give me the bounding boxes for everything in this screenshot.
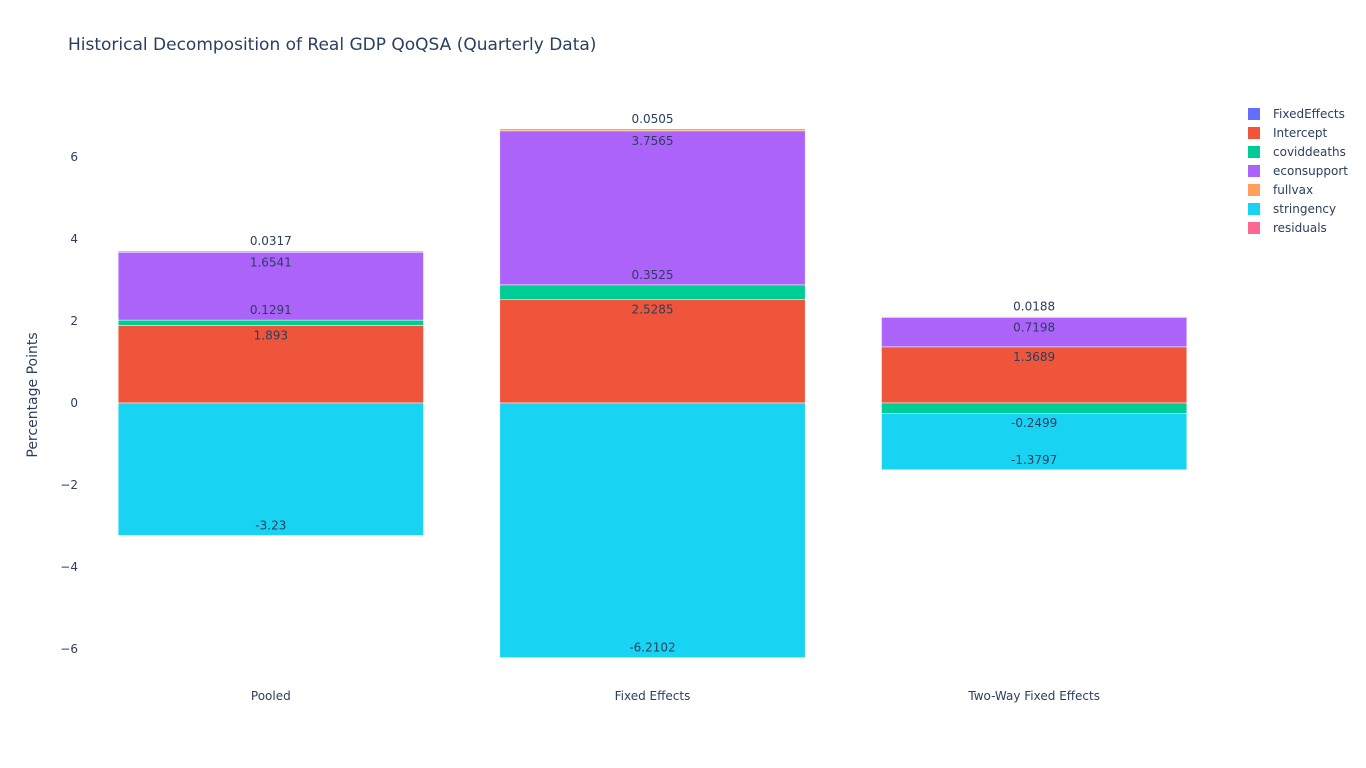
data-label-fullvax: 0.0505	[632, 112, 674, 126]
legend-label-residuals[interactable]: residuals	[1273, 221, 1327, 235]
bar-econsupport[interactable]	[881, 317, 1188, 348]
legend-label-fixedeffects[interactable]: FixedEffects	[1273, 107, 1345, 121]
bar-fullvax[interactable]	[499, 128, 806, 132]
y-tick-label: −6	[60, 642, 78, 656]
data-label-coviddeaths: -0.2499	[1011, 416, 1057, 430]
data-label-coviddeaths: 0.1291	[250, 303, 292, 317]
data-label-fullvax: 0.0317	[250, 234, 292, 248]
data-label-stringency: -6.2102	[629, 641, 675, 655]
legend-swatch-intercept[interactable]	[1248, 127, 1260, 139]
bar-coviddeaths[interactable]	[117, 319, 424, 326]
legend-swatch-coviddeaths[interactable]	[1248, 146, 1260, 158]
bar-stringency[interactable]	[499, 402, 806, 658]
bar-coviddeaths[interactable]	[499, 284, 806, 300]
y-axis-ticks: −6 −4 −2 0 2 4 6	[60, 150, 78, 656]
data-label-coviddeaths: 0.3525	[632, 268, 674, 282]
x-axis-ticks: Pooled Fixed Effects Two-Way Fixed Effects	[251, 689, 1100, 703]
data-label-intercept: 1.893	[254, 328, 288, 342]
x-tick-label: Fixed Effects	[615, 689, 691, 703]
bar-fullvax[interactable]	[881, 316, 1188, 318]
chart-title: Historical Decomposition of Real GDP QoQ…	[68, 35, 596, 55]
bar-intercept[interactable]	[499, 299, 806, 404]
bar-econsupport[interactable]	[499, 130, 806, 286]
data-label-fullvax: 0.0188	[1013, 300, 1055, 314]
legend-swatch-fullvax[interactable]	[1248, 184, 1260, 196]
bar-layer	[117, 128, 1188, 658]
legend-label-econsupport[interactable]: econsupport	[1273, 164, 1348, 178]
y-tick-label: 4	[70, 232, 78, 246]
y-tick-label: 2	[70, 314, 78, 328]
legend-swatch-fixedeffects[interactable]	[1248, 108, 1260, 120]
data-label-intercept: 1.3689	[1013, 350, 1055, 364]
bar-coviddeaths[interactable]	[881, 402, 1188, 414]
bar-stringency[interactable]	[117, 402, 424, 536]
legend-swatch-stringency[interactable]	[1248, 203, 1260, 215]
bar-intercept[interactable]	[117, 325, 424, 404]
bar-stringency[interactable]	[881, 412, 1188, 471]
data-label-stringency: -3.23	[255, 518, 286, 532]
data-label-econsupport: 0.7198	[1013, 320, 1055, 334]
data-label-stringency: -1.3797	[1011, 453, 1057, 467]
legend-label-intercept[interactable]: Intercept	[1273, 126, 1328, 140]
y-axis-label: Percentage Points	[25, 332, 41, 457]
bar-econsupport[interactable]	[117, 252, 424, 321]
data-label-econsupport: 3.7565	[632, 134, 674, 148]
data-label-econsupport: 1.6541	[250, 255, 292, 269]
bar-fullvax[interactable]	[117, 250, 424, 253]
legend-label-coviddeaths[interactable]: coviddeaths	[1273, 145, 1346, 159]
legend-swatch-econsupport[interactable]	[1248, 165, 1260, 177]
x-tick-label: Two-Way Fixed Effects	[967, 689, 1100, 703]
y-tick-label: 6	[70, 150, 78, 164]
y-tick-label: −2	[60, 478, 78, 492]
legend-label-stringency[interactable]: stringency	[1273, 202, 1336, 216]
data-label-intercept: 2.5285	[632, 302, 674, 316]
y-tick-label: 0	[70, 396, 78, 410]
legend[interactable]: FixedEffects Intercept coviddeaths econsupp…	[1248, 107, 1348, 235]
data-label-layer: 1.893 2.5285 1.3689 0.1291 0.3525 -0.2499 1.65…	[250, 112, 1057, 655]
x-tick-label: Pooled	[251, 689, 291, 703]
legend-label-fullvax[interactable]: fullvax	[1273, 183, 1313, 197]
y-tick-label: −4	[60, 560, 78, 574]
legend-swatch-residuals[interactable]	[1248, 222, 1260, 234]
